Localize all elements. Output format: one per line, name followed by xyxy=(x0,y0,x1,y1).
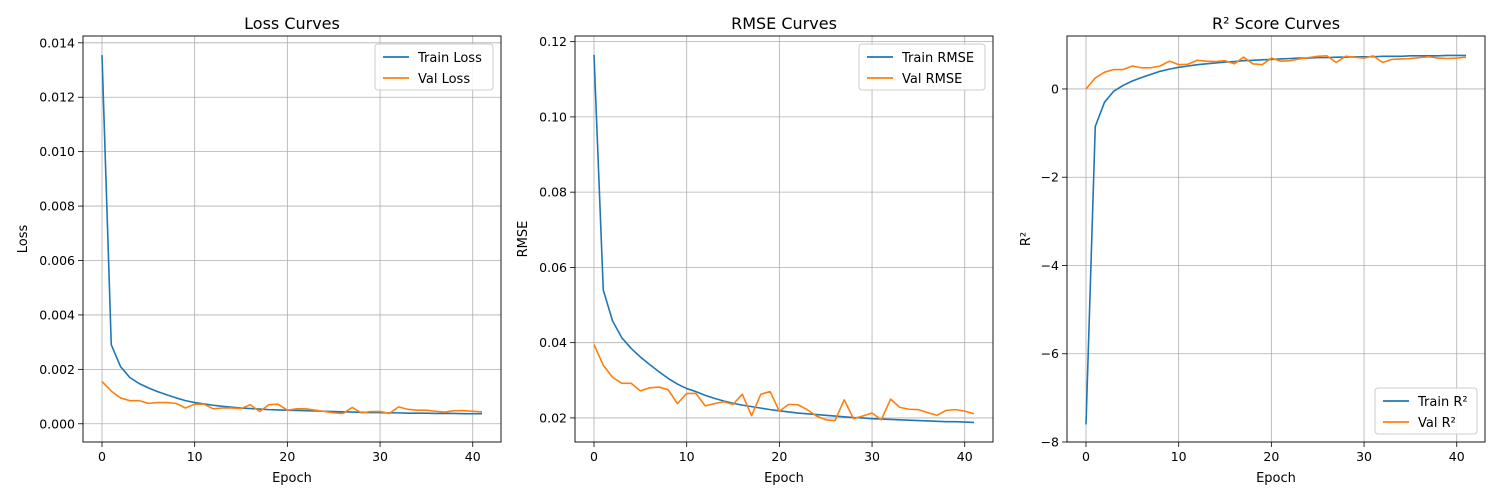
chart-title: Loss Curves xyxy=(244,14,340,33)
legend: Train RMSE Val RMSE xyxy=(858,43,986,91)
axes-frame xyxy=(574,35,994,443)
loss-curves-panel: Loss Curves Epoch Loss 0 10 20 30 40 0.000 0.0… xyxy=(16,14,502,486)
x-tick-label: 0 xyxy=(1082,449,1090,464)
legend-label: Val RMSE xyxy=(902,72,962,87)
y-axis-label: Loss xyxy=(16,225,31,254)
x-axis-label: Epoch xyxy=(1256,471,1296,486)
y-tick-label: 0.006 xyxy=(39,253,75,268)
legend-label: Val Loss xyxy=(418,72,470,87)
x-tick-label: 10 xyxy=(1171,449,1187,464)
series-line-1 xyxy=(1085,55,1467,90)
legend-label: Train Loss xyxy=(417,51,482,66)
y-tick-label: −2 xyxy=(1041,170,1059,185)
y-tick-label: 0.002 xyxy=(39,362,75,377)
x-tick-label: 40 xyxy=(957,449,973,464)
legend-label: Train RMSE xyxy=(901,51,974,66)
series-line-0 xyxy=(593,54,975,424)
y-tick-label: 0.08 xyxy=(539,185,567,200)
chart-title: R² Score Curves xyxy=(1212,14,1340,33)
y-tick-label: 0.12 xyxy=(539,34,567,49)
x-axis-label: Epoch xyxy=(764,471,804,486)
legend-label: Train R² xyxy=(1417,395,1468,410)
legend: Train R² Val R² xyxy=(1374,387,1478,435)
legend: Train Loss Val Loss xyxy=(374,43,494,91)
y-tick-label: 0.008 xyxy=(39,199,75,214)
series-line-1 xyxy=(101,381,483,415)
y-tick-label: −4 xyxy=(1041,258,1059,273)
x-tick-label: 30 xyxy=(1356,449,1372,464)
x-tick-label: 40 xyxy=(465,449,481,464)
y-tick-label: 0 xyxy=(1051,81,1059,96)
x-tick-label: 10 xyxy=(679,449,695,464)
series-line-1 xyxy=(593,344,975,422)
y-tick-label: 0.012 xyxy=(39,90,75,105)
x-tick-label: 20 xyxy=(279,449,295,464)
x-tick-label: 0 xyxy=(590,449,598,464)
x-tick-label: 20 xyxy=(771,449,787,464)
x-tick-label: 20 xyxy=(1263,449,1279,464)
y-tick-label: 0.004 xyxy=(39,307,75,322)
x-tick-label: 30 xyxy=(864,449,880,464)
x-tick-label: 10 xyxy=(187,449,203,464)
y-axis-label: R² xyxy=(1019,232,1034,246)
y-tick-label: 0.014 xyxy=(39,35,75,50)
y-tick-label: 0.010 xyxy=(39,144,75,159)
y-tick-label: 0.04 xyxy=(539,335,567,350)
r2-score-curves-panel: R² Score Curves Epoch R² 0 10 20 30 40 −8 −6 −4… xyxy=(1019,14,1486,486)
x-tick-label: 0 xyxy=(98,449,106,464)
x-axis-label: Epoch xyxy=(272,471,312,486)
axes-frame xyxy=(1066,35,1486,443)
y-tick-label: 0.000 xyxy=(39,416,75,431)
x-tick-label: 40 xyxy=(1449,449,1465,464)
series-line-0 xyxy=(101,55,482,415)
legend-label: Val R² xyxy=(1418,416,1456,431)
y-tick-label: −6 xyxy=(1041,346,1059,361)
y-axis-label: RMSE xyxy=(516,221,531,258)
y-tick-label: 0.02 xyxy=(539,410,567,425)
y-tick-label: −8 xyxy=(1041,435,1059,450)
y-tick-label: 0.06 xyxy=(539,260,567,275)
x-tick-label: 30 xyxy=(372,449,388,464)
rmse-curves-panel: RMSE Curves Epoch RMSE 0 10 20 30 40 0.02 0.04… xyxy=(516,14,994,486)
axes-frame xyxy=(82,35,502,443)
y-tick-label: 0.10 xyxy=(539,109,567,124)
chart-title: RMSE Curves xyxy=(731,14,837,33)
